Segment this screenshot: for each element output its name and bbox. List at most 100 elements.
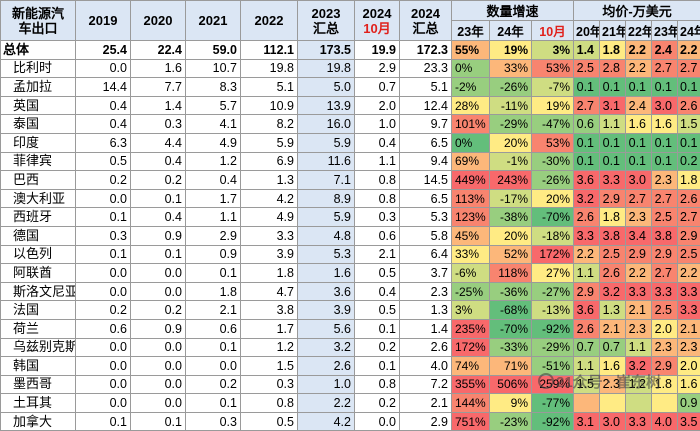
price-cell: 1.2 (626, 375, 652, 394)
country-name: 西班牙 (1, 208, 76, 227)
price-cell: 3.6 (574, 301, 600, 320)
volume-cell: 0.6 (186, 319, 241, 338)
price-cell: 3.3 (678, 282, 700, 301)
price-cell: 2.5 (678, 245, 700, 264)
growth-cell: -33% (490, 338, 532, 357)
growth-cell: -26% (532, 171, 574, 190)
price-cell: 3.0 (600, 412, 626, 431)
volume-cell: 8.3 (186, 78, 241, 97)
volume-cell: 0.0 (355, 412, 400, 431)
volume-cell: 0.3 (131, 115, 186, 134)
price-cell: 2.6 (678, 189, 700, 208)
price-cell: 2.9 (652, 357, 678, 376)
country-name: 总体 (1, 41, 76, 60)
volume-cell: 4.4 (131, 133, 186, 152)
volume-cell: 0.0 (76, 189, 131, 208)
volume-cell: 0.0 (131, 375, 186, 394)
volume-cell: 16.0 (298, 115, 355, 134)
header-price-23: 23年 (652, 21, 678, 41)
volume-cell: 2.6 (400, 338, 452, 357)
price-cell (652, 394, 678, 413)
volume-cell: 6.3 (76, 133, 131, 152)
price-cell: 2.7 (652, 189, 678, 208)
price-cell: 3.8 (652, 226, 678, 245)
price-cell: 1.1 (626, 338, 652, 357)
price-cell: 1.6 (600, 357, 626, 376)
price-cell: 2.8 (600, 59, 626, 78)
growth-cell: 27% (532, 264, 574, 283)
growth-cell: -29% (532, 338, 574, 357)
volume-cell: 7.7 (131, 78, 186, 97)
volume-cell: 0.8 (355, 171, 400, 190)
volume-cell: 5.9 (241, 133, 298, 152)
growth-cell: -47% (532, 115, 574, 134)
price-cell: 2.2 (626, 264, 652, 283)
volume-cell: 173.5 (298, 41, 355, 60)
price-cell: 1.6 (626, 115, 652, 134)
volume-cell: 11.6 (298, 152, 355, 171)
volume-cell: 0.1 (186, 264, 241, 283)
price-cell: 2.3 (626, 208, 652, 227)
volume-cell: 0.5 (241, 412, 298, 431)
price-cell: 2.5 (600, 245, 626, 264)
growth-cell: 20% (490, 226, 532, 245)
price-cell: 0.7 (600, 338, 626, 357)
price-cell: 0.2 (678, 152, 700, 171)
volume-cell: 19.8 (298, 59, 355, 78)
price-cell: 2.1 (678, 319, 700, 338)
growth-cell: 3% (532, 41, 574, 60)
volume-cell: 5.3 (400, 208, 452, 227)
price-cell: 2.6 (574, 208, 600, 227)
volume-cell: 6.5 (400, 189, 452, 208)
volume-cell: 0.8 (355, 189, 400, 208)
price-cell: 0.1 (600, 133, 626, 152)
volume-cell: 0.1 (131, 412, 186, 431)
volume-cell: 0.0 (131, 357, 186, 376)
volume-cell: 5.6 (298, 319, 355, 338)
price-cell: 2.5 (652, 208, 678, 227)
price-cell: 2.0 (678, 357, 700, 376)
growth-cell: 45% (452, 226, 490, 245)
volume-cell: 22.4 (131, 41, 186, 60)
header-2024b-year: 2024 (402, 6, 449, 21)
volume-cell: 0.7 (355, 78, 400, 97)
price-cell (600, 394, 626, 413)
growth-cell: 751% (452, 412, 490, 431)
volume-cell: 3.7 (400, 264, 452, 283)
volume-cell: 0.4 (131, 152, 186, 171)
volume-cell: 2.6 (298, 357, 355, 376)
growth-cell: -77% (532, 394, 574, 413)
volume-cell: 3.2 (298, 338, 355, 357)
volume-cell: 4.8 (298, 226, 355, 245)
volume-cell: 5.9 (298, 208, 355, 227)
volume-cell: 9.4 (400, 152, 452, 171)
price-cell: 2.7 (678, 208, 700, 227)
volume-cell: 4.2 (241, 189, 298, 208)
volume-cell: 0.0 (76, 357, 131, 376)
volume-cell: 10.7 (186, 59, 241, 78)
volume-cell: 59.0 (186, 41, 241, 60)
price-cell: 2.3 (652, 171, 678, 190)
volume-cell: 1.8 (241, 264, 298, 283)
price-cell: 2.6 (678, 96, 700, 115)
volume-cell: 7.2 (400, 375, 452, 394)
volume-cell: 1.4 (131, 96, 186, 115)
price-cell: 2.2 (678, 264, 700, 283)
growth-cell: -26% (490, 78, 532, 97)
volume-cell: 6.5 (400, 133, 452, 152)
volume-cell: 5.3 (298, 245, 355, 264)
growth-cell: 235% (452, 319, 490, 338)
country-name: 以色列 (1, 245, 76, 264)
header-growth-group: 数量增速 (452, 1, 574, 21)
growth-cell: 53% (532, 133, 574, 152)
volume-cell: 5.7 (186, 96, 241, 115)
volume-cell: 1.4 (400, 319, 452, 338)
price-cell: 2.9 (652, 245, 678, 264)
header-year-2020: 2020 (131, 1, 186, 41)
volume-cell: 0.4 (131, 208, 186, 227)
volume-cell: 9.7 (400, 115, 452, 134)
country-name: 墨西哥 (1, 375, 76, 394)
